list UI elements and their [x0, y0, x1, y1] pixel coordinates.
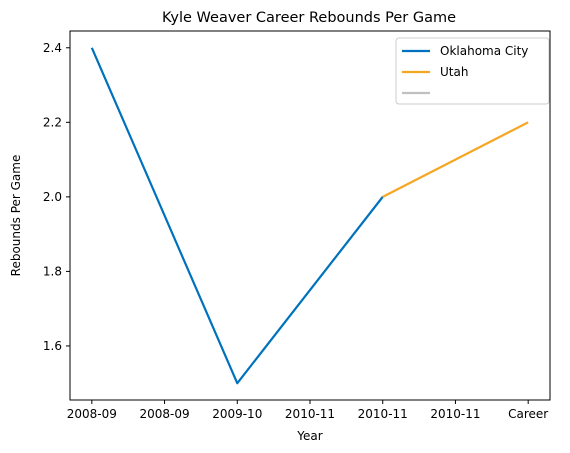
plot-area: [90, 47, 529, 385]
x-tick-label: 2009-10: [212, 407, 262, 421]
y-tick-label: 1.8: [43, 264, 62, 278]
legend-box: [395, 37, 550, 105]
x-axis-label: Year: [296, 429, 322, 443]
x-tick-label: 2010-11: [358, 407, 408, 421]
y-axis: 1.6 1.8 2.0 2.2 2.4: [43, 41, 70, 353]
x-tick-label: 2008-09: [139, 407, 189, 421]
legend-entry-label: Oklahoma City: [440, 44, 528, 58]
x-axis: 2008-09 2008-09 2009-10 2010-11 2010-11 2010-…: [67, 400, 548, 421]
chart-title: Kyle Weaver Career Rebounds Per Game: [162, 10, 456, 26]
y-axis-label: Rebounds Per Game: [9, 155, 23, 277]
x-tick-label: 2010-11: [430, 407, 480, 421]
y-tick-label: 2.4: [43, 41, 62, 55]
y-tick-label: 2.2: [43, 115, 62, 129]
series-line-0: [90, 47, 384, 385]
y-tick-label: 2.0: [43, 190, 62, 204]
series-line-1: [382, 121, 529, 198]
x-tick-label: 2008-09: [67, 407, 117, 421]
x-tick-label: 2010-11: [285, 407, 335, 421]
y-tick-label: 1.6: [43, 339, 62, 353]
legend-entry-label: Utah: [440, 65, 468, 79]
x-tick-label: Career: [508, 407, 548, 421]
legend: Oklahoma City Utah: [395, 37, 550, 105]
